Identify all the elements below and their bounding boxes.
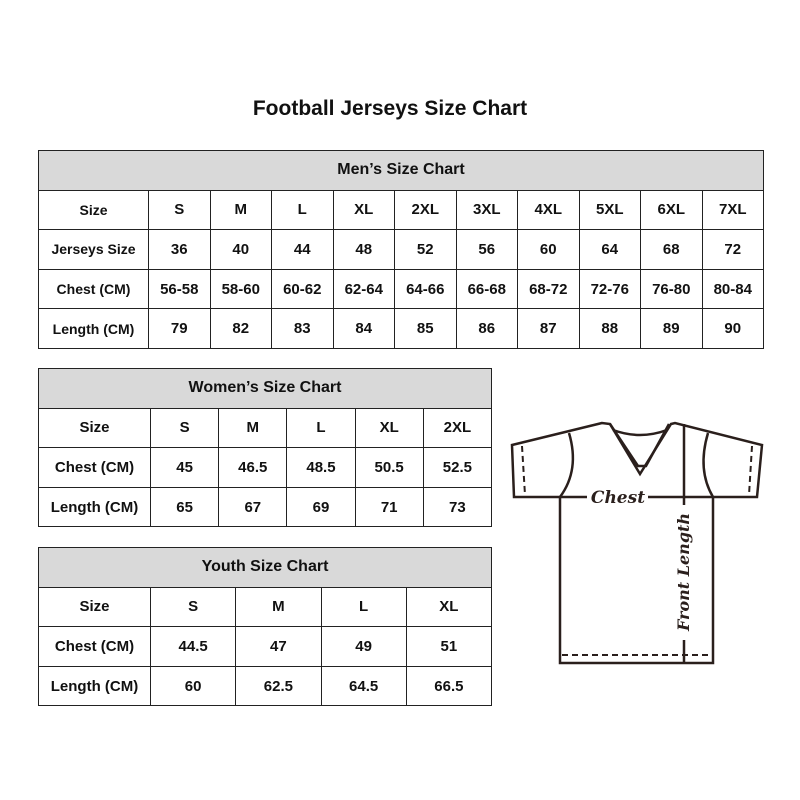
table-cell: S <box>149 586 237 628</box>
table-cell: 72-76 <box>578 268 641 310</box>
table-title: Youth Size Chart <box>38 547 492 588</box>
table-cell: 45 <box>149 447 220 488</box>
table-cell: 65 <box>149 486 220 528</box>
table-cell: 71 <box>354 486 424 528</box>
womens-size-table: Women’s Size Chart Size S M L XL 2XL Chest (CM)… <box>38 368 493 528</box>
table-cell: L <box>320 586 407 628</box>
table-cell: 52.5 <box>422 447 493 488</box>
table-row: Length (CM) 60 62.5 64.5 66.5 <box>38 665 493 707</box>
row-header: Chest (CM) <box>38 626 151 667</box>
table-cell: 84 <box>332 308 395 349</box>
table-cell: S <box>149 407 220 449</box>
table-cell: 44 <box>271 229 334 270</box>
row-header: Size <box>38 586 151 628</box>
table-cell: 79 <box>148 308 211 349</box>
table-cell: 51 <box>405 626 493 667</box>
table-cell: 88 <box>578 308 641 349</box>
table-cell: M <box>235 586 322 628</box>
table-cell: 60 <box>517 229 580 270</box>
table-row: Size S M L XL <box>38 586 493 628</box>
table-title: Men’s Size Chart <box>38 150 764 191</box>
table-cell: 7XL <box>701 189 764 231</box>
table-cell: 60-62 <box>271 268 334 310</box>
table-row: Chest (CM) 44.5 47 49 51 <box>38 626 493 667</box>
table-row: Chest (CM) 45 46.5 48.5 50.5 52.5 <box>38 447 493 488</box>
table-cell: 87 <box>517 308 580 349</box>
row-header: Size <box>38 189 149 231</box>
table-row: Size S M L XL 2XL <box>38 407 493 449</box>
table-cell: 82 <box>209 308 272 349</box>
table-cell: 73 <box>422 486 493 528</box>
table-cell: 64.5 <box>320 665 407 707</box>
table-cell: 56-58 <box>148 268 211 310</box>
table-cell: 68 <box>640 229 703 270</box>
table-row: Length (CM) 79 82 83 84 85 86 87 88 89 90 <box>38 308 764 349</box>
table-cell: 49 <box>320 626 407 667</box>
page-title: Football Jerseys Size Chart <box>252 97 528 120</box>
table-cell: L <box>286 407 356 449</box>
table-cell: XL <box>354 407 424 449</box>
jersey-outline <box>510 421 764 665</box>
row-header: Chest (CM) <box>38 447 151 488</box>
row-header: Length (CM) <box>38 486 151 528</box>
table-cell: 5XL <box>578 189 641 231</box>
table-row: Length (CM) 65 67 69 71 73 <box>38 486 493 528</box>
mens-size-table: Men’s Size Chart Size S M L XL 2XL 3XL 4XL 5XL 6XL… <box>38 150 764 349</box>
table-cell: 6XL <box>640 189 703 231</box>
table-cell: 85 <box>394 308 457 349</box>
table-cell: XL <box>405 586 493 628</box>
table-cell: 68-72 <box>517 268 580 310</box>
table-cell: 47 <box>235 626 322 667</box>
table-cell: M <box>218 407 288 449</box>
table-cell: 36 <box>148 229 211 270</box>
table-cell: 80-84 <box>701 268 764 310</box>
table-cell: 44.5 <box>149 626 237 667</box>
table-cell: 69 <box>286 486 356 528</box>
table-cell: 67 <box>218 486 288 528</box>
youth-size-table: Youth Size Chart Size S M L XL Chest (CM) 44.5 4… <box>38 547 493 707</box>
row-header: Size <box>38 407 151 449</box>
table-row: Size S M L XL 2XL 3XL 4XL 5XL 6XL 7XL <box>38 189 764 231</box>
table-cell: 48.5 <box>286 447 356 488</box>
table-cell: 48 <box>332 229 395 270</box>
table-cell: 66.5 <box>405 665 493 707</box>
table-title: Women’s Size Chart <box>38 368 492 409</box>
table-cell: 60 <box>149 665 237 707</box>
chest-label: Chest <box>591 488 645 508</box>
table-cell: 86 <box>455 308 518 349</box>
table-row: Jerseys Size 36 40 44 48 52 56 60 64 68 72 <box>38 229 764 270</box>
table-cell: 40 <box>209 229 272 270</box>
table-cell: 50.5 <box>354 447 424 488</box>
table-cell: 62-64 <box>332 268 395 310</box>
row-header: Length (CM) <box>38 308 149 349</box>
front-length-label: Front Length <box>674 513 693 632</box>
row-header: Jerseys Size <box>38 229 149 270</box>
table-cell: 62.5 <box>235 665 322 707</box>
table-cell: 2XL <box>422 407 493 449</box>
table-cell: L <box>271 189 334 231</box>
table-cell: 90 <box>701 308 764 349</box>
table-cell: 76-80 <box>640 268 703 310</box>
table-cell: 66-68 <box>455 268 518 310</box>
table-cell: XL <box>332 189 395 231</box>
